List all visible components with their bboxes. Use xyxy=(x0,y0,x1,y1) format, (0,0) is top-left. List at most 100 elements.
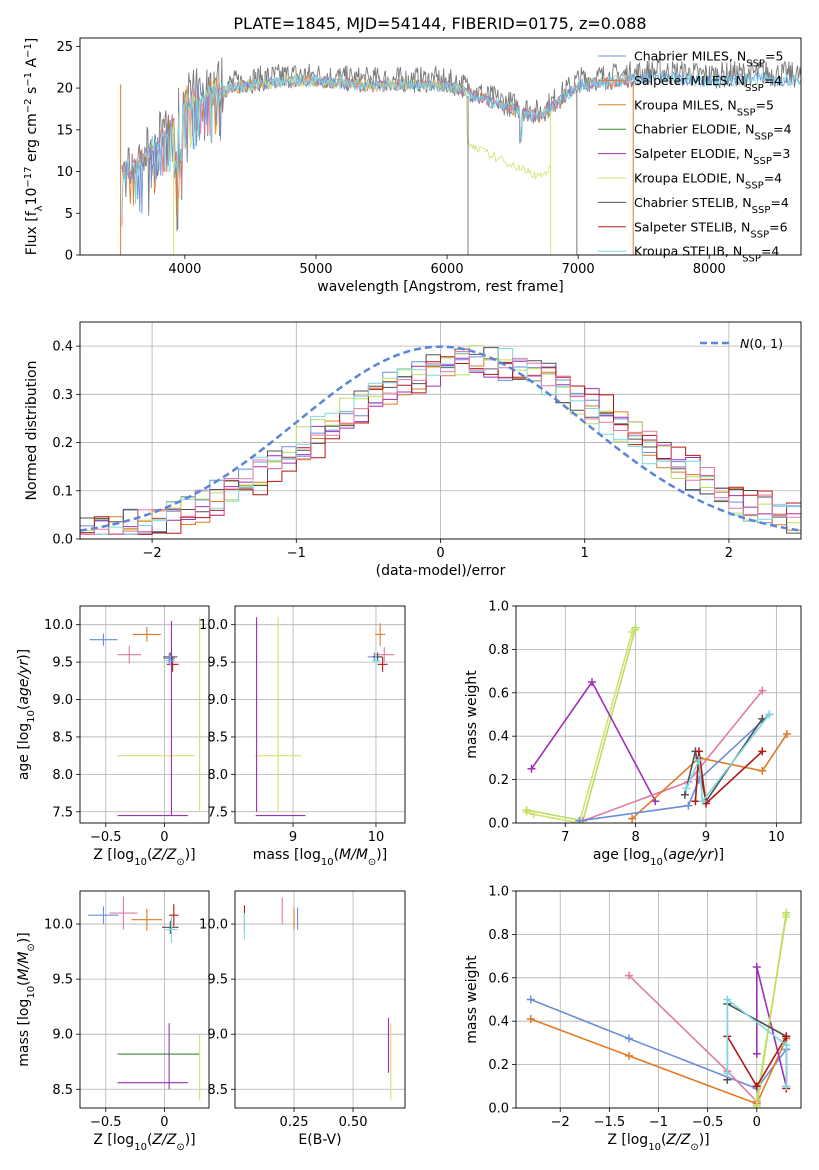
label-part: 10 xyxy=(26,986,37,999)
label-part: Z [log xyxy=(607,1132,648,1148)
legend-label: N(0, 1) xyxy=(740,336,783,351)
label-part: (data-model)/error xyxy=(376,563,506,579)
series-marker xyxy=(575,816,584,823)
axes-frame xyxy=(79,890,210,1109)
series-marker xyxy=(694,756,703,765)
legend-sub: SSP xyxy=(745,180,764,191)
label-part: ( xyxy=(334,847,339,863)
label-part: λ xyxy=(34,205,45,211)
series-marker xyxy=(680,790,689,799)
series-marker xyxy=(765,710,774,719)
series-marker xyxy=(782,1082,791,1091)
spectrum-ylabel: Flux [fλ10−17 erg cm−2 s−1 A−1] xyxy=(23,38,45,256)
x-tick-label: 8000 xyxy=(693,262,726,277)
y-tick-label: 0.2 xyxy=(488,1058,509,1073)
y-tick-label: 8.5 xyxy=(52,730,73,745)
label-part: Normed distribution xyxy=(24,361,40,501)
legend-label: Kroupa MILES, NSSP=5 xyxy=(634,97,774,118)
mass-vs-EBV-panel: 0.25 0.50 8.5 9.0 9.5 10.0 E(B-V) xyxy=(199,890,406,1148)
label-part: Flux [f xyxy=(24,210,40,255)
label-part: 10 xyxy=(134,857,147,868)
legend-name: Chabrier STELIB, N xyxy=(634,195,752,210)
y-tick-label: 10.0 xyxy=(199,618,228,633)
series-line xyxy=(579,713,770,822)
y-tick-label: 0.2 xyxy=(52,436,73,451)
label-part: )] xyxy=(185,1132,196,1148)
x-tick-label: −1.5 xyxy=(594,1115,626,1130)
label-part: Z [log xyxy=(93,847,134,863)
y-tick-label: 0.8 xyxy=(488,928,509,943)
x-tick-label: 0 xyxy=(160,830,168,845)
label-part: s xyxy=(24,87,40,99)
x-tick-label: −0.5 xyxy=(90,1115,122,1130)
mass-vs-Z-panel: −0.5 08.59.09.510.0Z [log10(Z/Z⊙)]mass [l… xyxy=(16,890,210,1153)
y-tick-label: 7.5 xyxy=(52,805,73,820)
x-tick-label: 2 xyxy=(725,546,733,561)
mass-weight-vs-age-ylabel: mass weight xyxy=(464,670,480,759)
x-tick-label: −1 xyxy=(287,546,306,561)
legend-value: =3 xyxy=(772,146,790,161)
axes-frame xyxy=(234,890,406,1109)
legend-name: Kroupa STELIB, N xyxy=(634,244,742,259)
legend-label: Chabrier ELODIE, NSSP=4 xyxy=(634,122,792,143)
y-tick-label: 9.5 xyxy=(207,656,228,671)
mass-weight-vs-Z-ylabel: mass weight xyxy=(464,955,480,1044)
legend-value: =4 xyxy=(764,73,782,88)
label-part: )] xyxy=(699,1132,710,1148)
label-part: 10 xyxy=(134,1142,147,1153)
y-tick-label: 0.6 xyxy=(488,686,509,701)
x-tick-label: −2 xyxy=(551,1115,570,1130)
label-part: mass weight xyxy=(464,955,480,1044)
axes-frame xyxy=(515,890,802,1109)
y-tick-label: 0 xyxy=(65,249,73,264)
x-tick-label: −1 xyxy=(649,1115,668,1130)
label-part: mass weight xyxy=(464,670,480,759)
legend-label: Salpeter ELODIE, NSSP=3 xyxy=(634,146,790,167)
label-part: −1 xyxy=(23,43,34,58)
series-marker xyxy=(723,995,732,1004)
series-line xyxy=(526,627,637,822)
series-line xyxy=(694,750,763,806)
label-part: Z/Z xyxy=(151,1132,176,1148)
label-part: 10 xyxy=(648,1142,661,1153)
y-tick-label: 9.0 xyxy=(52,1028,73,1043)
legend-value: =4 xyxy=(773,122,791,137)
label-part: ( xyxy=(147,847,152,863)
x-tick-label: 8 xyxy=(631,830,639,845)
residuals-ylabel: Normed distribution xyxy=(24,361,40,501)
histogram-line xyxy=(80,357,801,535)
plot-area xyxy=(526,908,791,1108)
legend-sub: SSP xyxy=(746,58,765,69)
x-tick-label: 0 xyxy=(160,1115,168,1130)
label-part: )] xyxy=(185,847,196,863)
series-line xyxy=(628,975,758,1103)
x-tick-label: −0.5 xyxy=(90,830,122,845)
y-tick-label: 10.0 xyxy=(44,918,73,933)
y-tick-label: 9.5 xyxy=(52,973,73,988)
y-tick-label: 15 xyxy=(56,123,73,138)
y-tick-label: 0.4 xyxy=(488,1015,509,1030)
plot-area xyxy=(254,617,395,817)
legend-sub: SSP xyxy=(752,204,771,215)
plot-area xyxy=(88,896,201,1101)
y-tick-label: 10.0 xyxy=(199,918,228,933)
label-part: ⊙ xyxy=(176,1142,184,1153)
series-marker xyxy=(752,1082,761,1091)
y-tick-label: 0.2 xyxy=(488,773,509,788)
series-line xyxy=(726,997,788,1087)
y-tick-label: 0.6 xyxy=(488,971,509,986)
x-tick-label: −2 xyxy=(143,546,162,561)
histogram-line xyxy=(80,351,801,535)
y-tick-label: 0.0 xyxy=(488,1102,509,1117)
series-marker xyxy=(782,1041,791,1050)
label-part: wavelength [Angstrom, rest frame] xyxy=(317,279,563,295)
y-tick-label: 25 xyxy=(56,40,73,55)
legend-value: =4 xyxy=(764,171,782,186)
label-part: A xyxy=(24,58,40,72)
legend-sub: SSP xyxy=(753,156,772,167)
series-marker xyxy=(782,908,791,917)
label-part: age/yr xyxy=(668,847,714,863)
y-tick-label: 1.0 xyxy=(488,885,509,900)
